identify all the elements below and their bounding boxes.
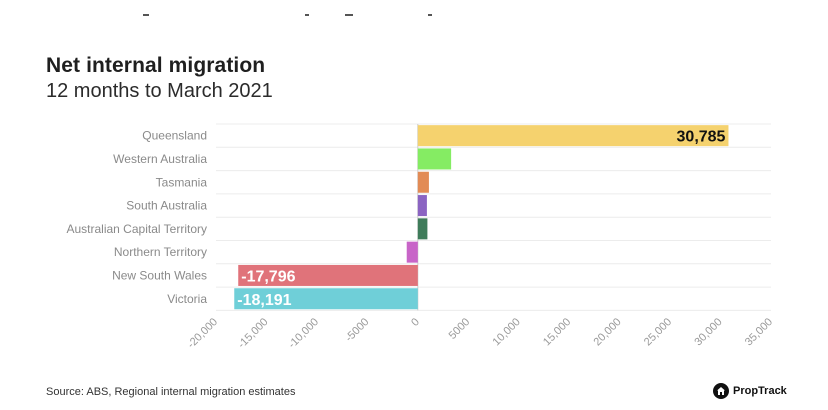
category-label: South Australia — [126, 199, 207, 213]
data-label: 30,785 — [677, 129, 726, 146]
category-label: New South Wales — [112, 268, 207, 282]
category-label: Western Australia — [113, 152, 207, 166]
category-label: Tasmania — [156, 175, 208, 189]
bar-victoria — [234, 288, 418, 310]
x-tick-label: 35,000 — [743, 316, 775, 348]
x-tick-label: -15,000 — [236, 316, 271, 351]
x-tick-label: 20,000 — [591, 316, 623, 348]
category-label: Australian Capital Territory — [66, 222, 207, 236]
x-tick-label: 5000 — [447, 316, 473, 342]
bar-australian-capital-territory — [417, 218, 428, 240]
cropped-header-fragments — [0, 8, 828, 22]
x-tick-label: -20,000 — [185, 316, 220, 351]
proptrack-logo: PropTrack — [713, 382, 787, 400]
data-label: -17,796 — [241, 268, 295, 285]
data-label: -18,191 — [237, 292, 291, 309]
bar-queensland — [417, 125, 729, 147]
x-tick-label: 30,000 — [692, 316, 724, 348]
x-tick-label: 15,000 — [541, 316, 573, 348]
x-tick-label: 10,000 — [491, 316, 523, 348]
bar-south-australia — [417, 195, 427, 217]
bar-northern-territory — [406, 241, 418, 263]
x-tick-label: -5000 — [343, 316, 371, 344]
category-label: Victoria — [167, 292, 207, 306]
category-label: Northern Territory — [114, 245, 207, 259]
house-icon — [713, 383, 729, 399]
chart-title: Net internal migration — [46, 54, 266, 77]
source-note: Source: ABS, Regional internal migration… — [46, 386, 296, 398]
category-label: Queensland — [142, 129, 207, 143]
chart-subtitle: 12 months to March 2021 — [46, 80, 273, 102]
x-tick-label: 25,000 — [642, 316, 674, 348]
x-tick-label: -10,000 — [286, 316, 321, 351]
bar-tasmania — [417, 171, 429, 193]
brand-name: PropTrack — [733, 385, 787, 397]
x-tick-label: 0 — [409, 316, 422, 329]
bar-new-south-wales — [238, 264, 418, 286]
bar-western-australia — [417, 148, 452, 170]
